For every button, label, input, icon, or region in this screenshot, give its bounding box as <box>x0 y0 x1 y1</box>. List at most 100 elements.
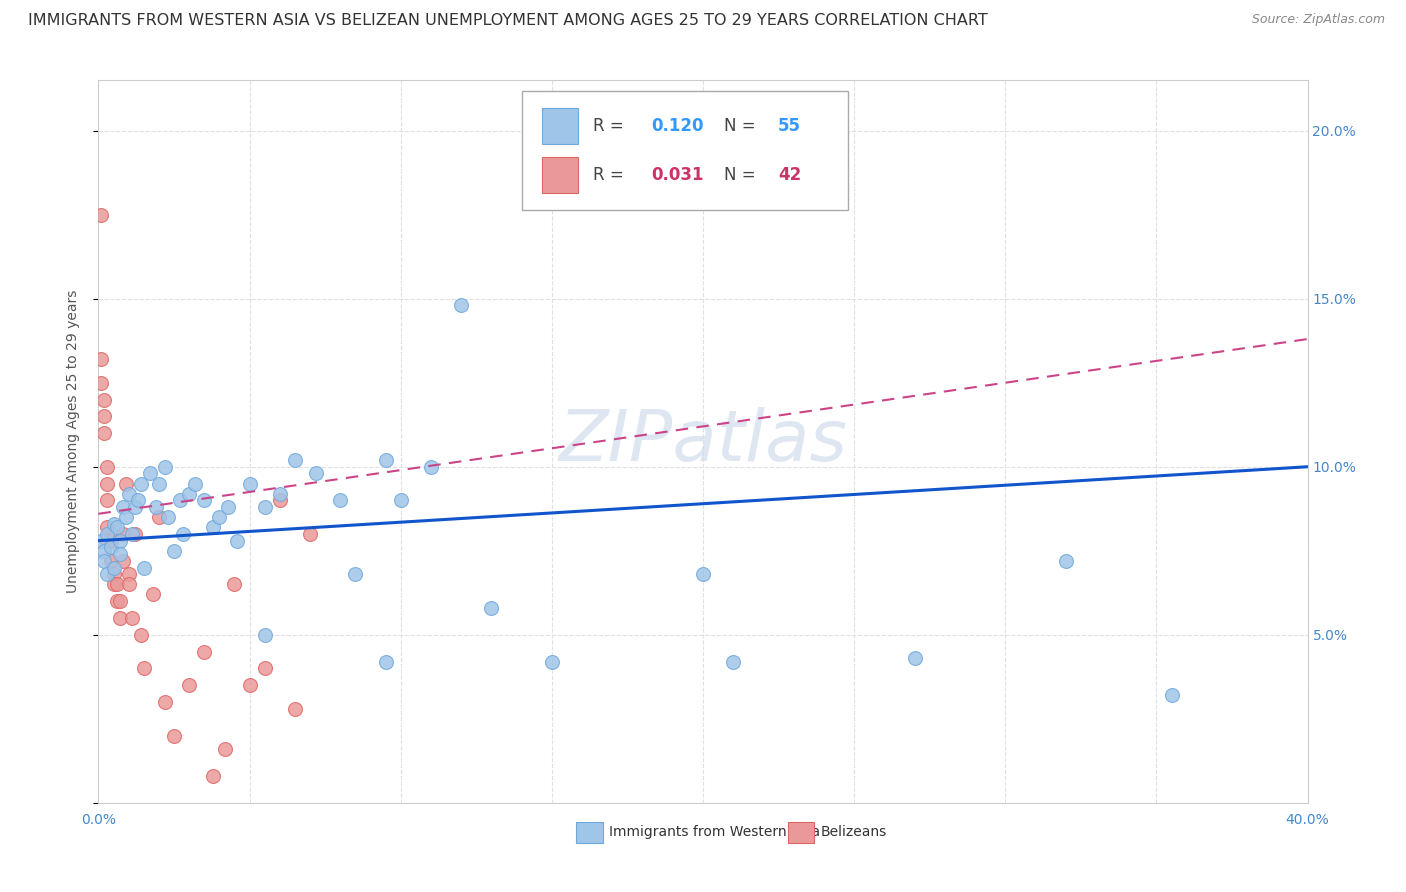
Point <box>374 453 396 467</box>
Point <box>299 527 322 541</box>
Point <box>202 769 225 783</box>
Point <box>153 695 176 709</box>
Text: R =: R = <box>593 117 628 135</box>
Point <box>96 533 118 548</box>
Point <box>132 560 155 574</box>
Point <box>481 600 503 615</box>
Point <box>114 476 136 491</box>
Point <box>96 459 118 474</box>
Point <box>305 467 328 481</box>
Point <box>723 655 745 669</box>
Point <box>118 577 141 591</box>
Point <box>118 567 141 582</box>
Point <box>193 493 215 508</box>
Bar <box>787 822 814 843</box>
Point <box>103 516 125 531</box>
Point <box>208 510 231 524</box>
Point <box>90 376 112 390</box>
Point <box>121 611 143 625</box>
Point <box>239 476 262 491</box>
Y-axis label: Unemployment Among Ages 25 to 29 years: Unemployment Among Ages 25 to 29 years <box>66 290 80 593</box>
Point <box>179 486 201 500</box>
Text: 0.031: 0.031 <box>651 167 703 185</box>
Point <box>148 510 170 524</box>
Text: Source: ZipAtlas.com: Source: ZipAtlas.com <box>1251 13 1385 27</box>
Point <box>239 678 262 692</box>
Point <box>96 493 118 508</box>
Point <box>540 655 562 669</box>
Point <box>253 628 276 642</box>
Point <box>179 678 201 692</box>
Point <box>93 543 115 558</box>
Point <box>602 191 624 205</box>
Point <box>145 500 167 514</box>
Point <box>269 493 291 508</box>
Point <box>100 541 122 555</box>
Point <box>103 560 125 574</box>
Point <box>129 476 152 491</box>
Point <box>214 742 236 756</box>
Point <box>103 577 125 591</box>
Point <box>450 298 472 312</box>
Text: 42: 42 <box>778 167 801 185</box>
Point <box>111 527 134 541</box>
Point <box>96 476 118 491</box>
Point <box>163 729 186 743</box>
Point <box>344 567 367 582</box>
Point <box>1160 688 1182 702</box>
Point <box>139 467 162 481</box>
Point <box>184 476 207 491</box>
Text: N =: N = <box>724 167 761 185</box>
Point <box>329 493 352 508</box>
Point <box>1054 554 1077 568</box>
Text: Immigrants from Western Asia: Immigrants from Western Asia <box>609 825 820 839</box>
Point <box>169 493 191 508</box>
Bar <box>543 157 578 194</box>
Point <box>904 651 927 665</box>
Text: R =: R = <box>593 167 628 185</box>
Text: N =: N = <box>724 117 761 135</box>
Point <box>389 493 412 508</box>
Point <box>217 500 239 514</box>
Point <box>105 594 128 608</box>
Point <box>108 594 131 608</box>
Text: 55: 55 <box>778 117 801 135</box>
Point <box>108 547 131 561</box>
Point <box>374 655 396 669</box>
Point <box>90 533 112 548</box>
Bar <box>576 822 603 843</box>
Point <box>100 554 122 568</box>
Point <box>111 500 134 514</box>
Point <box>90 208 112 222</box>
Point <box>100 533 122 548</box>
Text: 0.120: 0.120 <box>651 117 703 135</box>
Point <box>103 567 125 582</box>
Point <box>148 476 170 491</box>
Point <box>127 493 149 508</box>
Point <box>172 527 194 541</box>
Point <box>202 520 225 534</box>
Bar <box>543 108 578 145</box>
Point <box>284 702 307 716</box>
Point <box>226 533 249 548</box>
Point <box>108 611 131 625</box>
Point <box>153 459 176 474</box>
Point <box>93 426 115 441</box>
Point <box>93 409 115 424</box>
Point <box>129 628 152 642</box>
Point <box>108 533 131 548</box>
Point <box>156 510 179 524</box>
Point <box>90 352 112 367</box>
Point <box>96 520 118 534</box>
Point <box>105 577 128 591</box>
Point <box>269 486 291 500</box>
Point <box>420 459 443 474</box>
Point <box>253 500 276 514</box>
Point <box>284 453 307 467</box>
Point <box>124 500 146 514</box>
Point <box>111 554 134 568</box>
Point <box>93 392 115 407</box>
Point <box>96 527 118 541</box>
Point <box>124 527 146 541</box>
Point <box>132 661 155 675</box>
